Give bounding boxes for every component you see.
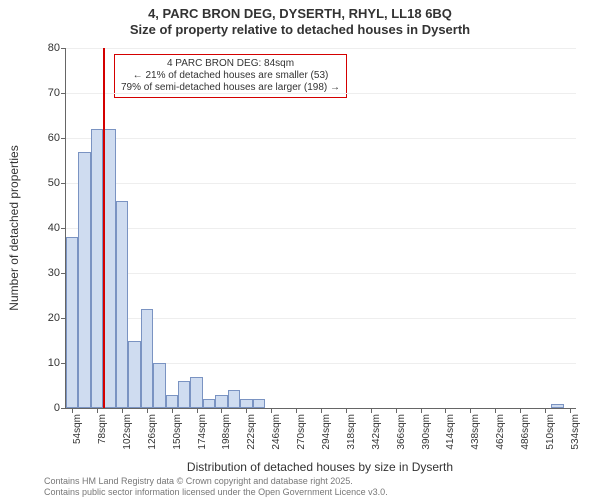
x-tick-mark [421,408,422,413]
x-tick-label: 534sqm [570,414,581,450]
x-tick-label: 198sqm [221,414,232,450]
grid-line [66,138,576,139]
x-tick-label: 222sqm [246,414,257,450]
x-tick-mark [72,408,73,413]
x-tick-mark [520,408,521,413]
y-tick-label: 10 [48,357,60,369]
x-tick-mark [346,408,347,413]
y-tick-mark [61,48,66,49]
histogram-bar [253,399,265,408]
histogram-bar [215,395,227,409]
histogram-bar [178,381,190,408]
histogram-bar [551,404,563,409]
x-tick-mark [296,408,297,413]
x-tick-mark [321,408,322,413]
x-tick-mark [246,408,247,413]
histogram-bar [128,341,140,409]
x-tick-label: 102sqm [122,414,133,450]
x-tick-mark [97,408,98,413]
histogram-bar [91,129,103,408]
x-tick-mark [495,408,496,413]
annotation-line: ← 21% of detached houses are smaller (53… [121,70,340,82]
title-line-2: Size of property relative to detached ho… [0,22,600,38]
y-tick-label: 70 [48,87,60,99]
x-tick-mark [470,408,471,413]
y-tick-mark [61,93,66,94]
histogram-bar [166,395,178,409]
x-tick-label: 510sqm [545,414,556,450]
x-tick-label: 174sqm [197,414,208,450]
annotation-box: 4 PARC BRON DEG: 84sqm← 21% of detached … [114,54,347,98]
x-tick-label: 270sqm [296,414,307,450]
y-tick-label: 30 [48,267,60,279]
x-tick-label: 438sqm [470,414,481,450]
title-block: 4, PARC BRON DEG, DYSERTH, RHYL, LL18 6B… [0,6,600,38]
y-tick-label: 50 [48,177,60,189]
histogram-bar [228,390,240,408]
marker-line [103,48,105,408]
x-tick-mark [445,408,446,413]
x-tick-mark [147,408,148,413]
y-tick-label: 80 [48,42,60,54]
x-axis-title: Distribution of detached houses by size … [65,460,575,474]
histogram-bar [66,237,78,408]
footer-line-1: Contains HM Land Registry data © Crown c… [44,476,388,487]
plot-area: 4 PARC BRON DEG: 84sqm← 21% of detached … [65,48,576,409]
x-tick-label: 78sqm [97,414,108,444]
x-tick-label: 150sqm [172,414,183,450]
histogram-bar [240,399,252,408]
grid-line [66,48,576,49]
x-tick-mark [570,408,571,413]
grid-line [66,228,576,229]
x-tick-label: 390sqm [421,414,432,450]
x-tick-mark [221,408,222,413]
footer-text: Contains HM Land Registry data © Crown c… [44,476,388,498]
x-tick-mark [271,408,272,413]
title-line-1: 4, PARC BRON DEG, DYSERTH, RHYL, LL18 6B… [0,6,600,22]
grid-line [66,273,576,274]
x-tick-mark [396,408,397,413]
histogram-bar [203,399,215,408]
grid-line [66,93,576,94]
y-tick-label: 60 [48,132,60,144]
y-tick-mark [61,408,66,409]
x-tick-label: 486sqm [520,414,531,450]
y-tick-label: 20 [48,312,60,324]
x-tick-mark [545,408,546,413]
x-tick-label: 342sqm [371,414,382,450]
y-axis-title: Number of detached properties [7,145,21,310]
x-tick-label: 414sqm [445,414,456,450]
x-tick-mark [371,408,372,413]
x-tick-mark [197,408,198,413]
x-tick-label: 318sqm [346,414,357,450]
x-tick-label: 366sqm [396,414,407,450]
y-tick-mark [61,138,66,139]
histogram-bar [190,377,202,409]
y-tick-label: 40 [48,222,60,234]
chart-container: 4, PARC BRON DEG, DYSERTH, RHYL, LL18 6B… [0,0,600,500]
grid-line [66,183,576,184]
footer-line-2: Contains public sector information licen… [44,487,388,498]
annotation-line: 4 PARC BRON DEG: 84sqm [121,58,340,70]
histogram-bar [78,152,90,409]
x-tick-label: 54sqm [72,414,83,444]
histogram-bar [116,201,128,408]
histogram-bar [153,363,165,408]
x-tick-label: 246sqm [271,414,282,450]
x-tick-mark [172,408,173,413]
x-tick-label: 294sqm [321,414,332,450]
histogram-bar [141,309,153,408]
y-tick-mark [61,228,66,229]
x-tick-mark [122,408,123,413]
x-tick-label: 126sqm [147,414,158,450]
x-tick-label: 462sqm [495,414,506,450]
y-tick-mark [61,183,66,184]
y-tick-label: 0 [54,402,60,414]
